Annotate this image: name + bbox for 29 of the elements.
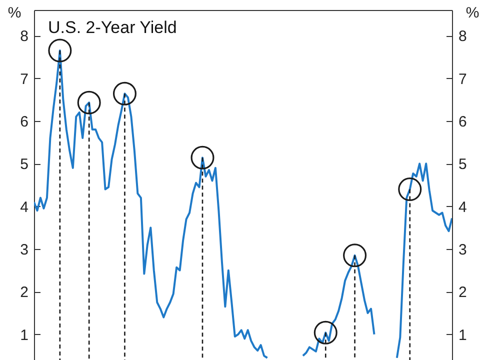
point [48, 38, 72, 62]
point [77, 90, 101, 114]
chart-title: U.S. 2-Year Yield [48, 18, 177, 37]
y-tick-label: 1 [20, 326, 28, 344]
y2-tick-label: 8 [458, 28, 467, 46]
y-tick-label: 2 [20, 284, 28, 302]
point [343, 244, 367, 268]
point [190, 146, 214, 170]
y-tick-label: 6 [20, 113, 28, 130]
line-series [302, 254, 376, 357]
y-tick-label: 7 [20, 70, 28, 88]
y-axis-title: % [8, 4, 22, 22]
y-tick-label: 3 [20, 242, 28, 259]
y2-tick-label: 1 [458, 326, 467, 344]
y-tick-label: 4 [20, 198, 28, 216]
y2-tick-label: 2 [458, 284, 467, 302]
point [112, 82, 136, 106]
point [314, 320, 338, 344]
line-series [396, 162, 452, 359]
line-series [34, 50, 268, 359]
y2-tick-label: 3 [458, 242, 467, 259]
point [398, 178, 422, 201]
y-tick-label: 5 [20, 156, 28, 174]
y2-tick-label: 5 [458, 156, 467, 174]
y-tick-label: 8 [20, 28, 28, 46]
y2-tick-label: 4 [458, 198, 467, 216]
y2-tick-label: 6 [458, 113, 467, 130]
y2-tick-label: 7 [458, 70, 467, 88]
y2-axis-title: % [466, 4, 480, 22]
